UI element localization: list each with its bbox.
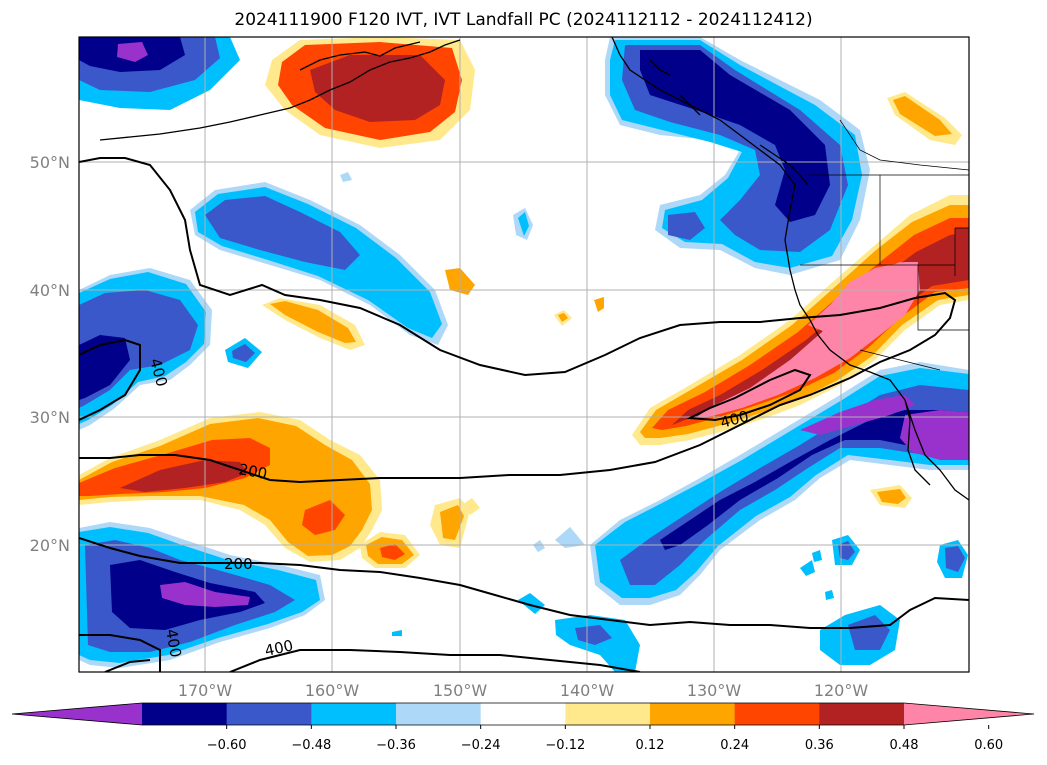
shade-bottom-small-b <box>555 527 585 548</box>
colorbar-tick-label: 0.24 <box>720 738 749 753</box>
contour-label-200-south: 200 <box>224 555 253 573</box>
shade-east-small-3 <box>812 550 822 562</box>
colorbar-tick-label: 0.36 <box>805 738 834 753</box>
colorbar-extend-low <box>12 703 142 725</box>
lon-label-160w: 160°W <box>305 681 360 700</box>
contour-400-sw <box>79 634 161 672</box>
contour-200-north <box>79 157 957 484</box>
shade-bottom-blue-2b <box>575 625 612 645</box>
colorbar-segment <box>819 703 905 725</box>
colorbar-tick-label: −0.24 <box>461 738 501 753</box>
map-title: 2024111900 F120 IVT, IVT Landfall PC (20… <box>234 10 813 30</box>
lon-label-130w: 130°W <box>687 681 742 700</box>
contour-label-200-north: 200 <box>237 460 268 483</box>
colorbar-segment <box>311 703 397 725</box>
pc-shading <box>79 37 969 672</box>
shade-bottom-blue-1 <box>518 593 545 614</box>
coastlines <box>99 37 969 501</box>
lat-labels: 50°N 40°N 30°N 20°N <box>30 153 70 555</box>
colorbar-tick-label: 0.48 <box>890 738 919 753</box>
shade-ar-west-red2 <box>302 500 345 535</box>
colorbar-tick-label: 0.60 <box>974 738 1003 753</box>
contour-400-bl <box>104 659 151 672</box>
lon-labels: 170°W 160°W 150°W 140°W 130°W 120°W <box>178 681 869 700</box>
shade-east-mid-2 <box>945 546 965 572</box>
shade-bottom-small-c <box>392 630 402 636</box>
lat-label-20n: 20°N <box>30 536 70 555</box>
lon-label-120w: 120°W <box>814 681 869 700</box>
lat-label-30n: 30°N <box>30 408 70 427</box>
contour-400-main <box>686 368 812 422</box>
shade-east-small-2 <box>800 560 815 576</box>
shade-orange-small-h <box>440 505 464 540</box>
lon-label-170w: 170°W <box>178 681 233 700</box>
shade-west-dark <box>79 335 130 400</box>
shade-alaska-red <box>310 55 445 122</box>
shade-ar-west-orange <box>79 418 372 556</box>
colorbar-segment <box>226 703 312 725</box>
colorbar-segment <box>650 703 736 725</box>
shade-east-small-1b <box>838 541 855 560</box>
borders <box>800 119 969 371</box>
shade-east-orange-1 <box>877 489 906 504</box>
colorbar-segment <box>734 703 820 725</box>
shade-midpac-mid <box>205 196 360 270</box>
gridlines <box>79 37 969 672</box>
shade-orange-38n <box>270 301 356 343</box>
colorbar-segment <box>480 703 566 725</box>
shade-ar-main-pink2 <box>808 262 918 340</box>
contour-labels: 400 400 200 200 400 400 <box>146 356 751 660</box>
shade-nw-purple <box>117 42 148 62</box>
shade-yellow-small-h2 <box>462 498 480 515</box>
contour-label-400-sw: 400 <box>162 628 185 659</box>
shade-small-blue-1 <box>340 172 352 182</box>
colorbar-segment <box>565 703 651 725</box>
shade-ar-west-red <box>120 460 248 492</box>
shade-blue-small-1b <box>518 212 529 236</box>
colorbar-tick-label: −0.36 <box>376 738 416 753</box>
shade-east-purple-2 <box>900 410 969 460</box>
shade-bottom-small-a <box>533 540 545 552</box>
lat-label-40n: 40°N <box>30 281 70 300</box>
shade-east-small-5b <box>848 615 890 650</box>
colorbar-segment <box>396 703 482 725</box>
colorbar-extend-high <box>904 703 1034 725</box>
colorbar-segment <box>142 703 228 725</box>
colorbar: −0.60 −0.48 −0.36 −0.24 −0.12 0.12 0.24 0.36 0.4… <box>11 702 1035 753</box>
colorbar-tick-label: 0.12 <box>636 738 665 753</box>
colorbar-outline <box>11 702 1035 726</box>
contour-label-400-bottom: 400 <box>263 636 295 660</box>
contour-400-bottom <box>229 649 641 672</box>
lon-label-140w: 140°W <box>560 681 615 700</box>
shade-yellow-small-3 <box>594 297 604 312</box>
contour-200-south <box>79 537 969 629</box>
shade-west-small2 <box>232 344 255 362</box>
shade-ne-orange <box>893 96 952 136</box>
colorbar-tick-label: −0.48 <box>291 738 331 753</box>
shade-ar-main-red-box <box>955 228 969 276</box>
lat-label-50n: 50°N <box>30 153 70 172</box>
shade-east-purple <box>800 395 915 435</box>
lon-label-150w: 150°W <box>433 681 488 700</box>
shade-east-small-4 <box>825 590 834 600</box>
shade-hawaii-red <box>380 544 405 560</box>
shade-canada-dark <box>640 50 830 222</box>
contour-400-west <box>79 338 141 421</box>
shade-orange-small-2 <box>558 313 568 322</box>
plot-frame <box>78 36 970 673</box>
colorbar-tick-label: −0.60 <box>207 738 247 753</box>
shade-canada-small1 <box>668 212 705 240</box>
colorbar-tick-label: −0.12 <box>545 738 585 753</box>
ivt-contours <box>79 157 969 672</box>
